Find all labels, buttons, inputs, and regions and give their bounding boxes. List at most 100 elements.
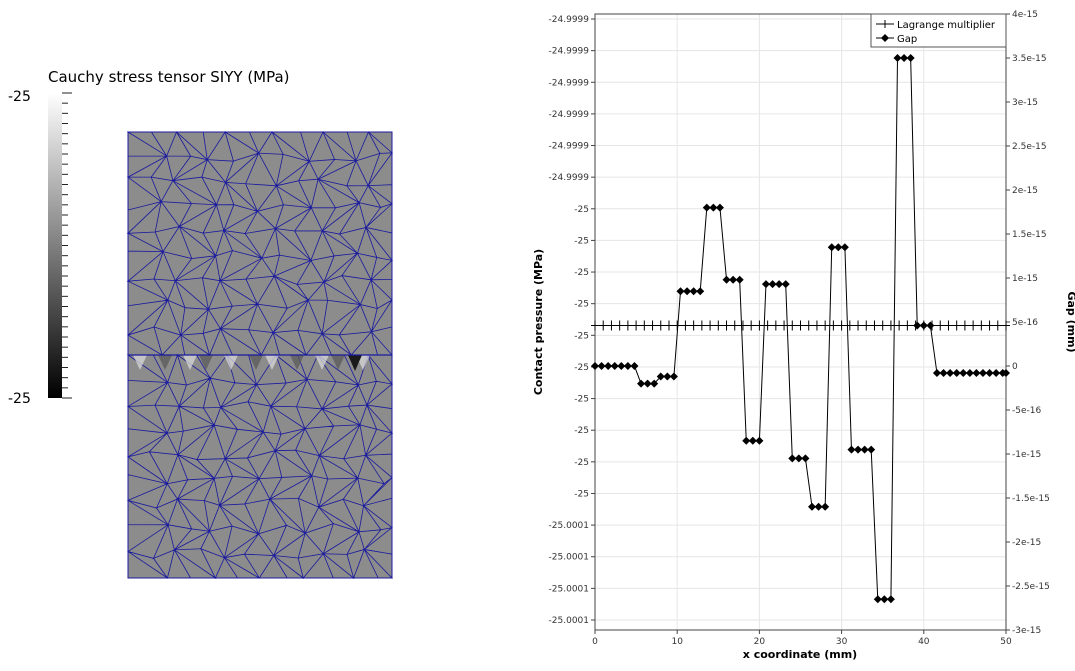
x-tick-label: 10 <box>671 637 683 647</box>
gap-point <box>978 369 987 378</box>
gap-point <box>932 369 941 378</box>
gap-point <box>768 280 777 289</box>
lagrange-point <box>829 320 838 331</box>
contact-chart: -24.9999 -24.9999 -24.9999 -24.9999 -24.9999… <box>530 0 1075 666</box>
lagrange-point <box>714 320 723 331</box>
lagrange-point <box>862 320 871 331</box>
left-tick-label: -25 <box>574 205 589 215</box>
right-tick-label: 4e-15 <box>1012 10 1038 20</box>
gap-point <box>735 275 744 284</box>
lagrange-point <box>977 320 986 331</box>
lagrange-point <box>632 320 641 331</box>
right-axis-label: Gap (mm) <box>1065 291 1075 352</box>
left-tick-label: -24.9999 <box>549 142 590 152</box>
gap-point <box>926 321 935 330</box>
lagrange-point <box>730 320 739 331</box>
stress-hotspot <box>265 355 279 370</box>
x-tick-label: 0 <box>592 637 598 647</box>
gap-point <box>985 369 994 378</box>
stress-hotspot <box>224 355 238 370</box>
gap-point <box>801 454 810 463</box>
legend-gap-label: Gap <box>897 34 917 45</box>
left-tick-label: -25.0001 <box>549 584 589 594</box>
gap-point <box>814 502 823 511</box>
right-tick-label: -1e-15 <box>1012 450 1041 460</box>
stress-hotspot <box>290 355 304 370</box>
lagrange-point <box>788 320 797 331</box>
gap-point <box>591 362 599 370</box>
gap-point <box>669 372 678 381</box>
gap-point <box>781 280 790 289</box>
gap-point <box>860 445 869 454</box>
lagrange-point <box>837 320 846 331</box>
lagrange-point <box>812 320 821 331</box>
right-tick-label: 3.5e-15 <box>1012 54 1047 64</box>
chart-canvas: -24.9999 -24.9999 -24.9999 -24.9999 -24.9999… <box>532 10 1075 661</box>
gap-point <box>676 287 685 296</box>
stress-hotspot <box>183 355 197 370</box>
lagrange-point <box>615 320 624 331</box>
lagrange-point <box>591 320 599 331</box>
x-axis-ticks: 0 10 20 30 40 50 <box>592 630 1012 647</box>
gap-point <box>972 369 981 378</box>
lagrange-point <box>960 320 969 331</box>
colorbar <box>48 93 62 398</box>
gap-point <box>893 54 902 62</box>
gap-point <box>906 54 915 62</box>
colorbar-max-label: -25 <box>8 89 31 105</box>
lagrange-point <box>648 320 657 331</box>
lagrange-point <box>796 320 805 331</box>
gap-point <box>656 372 665 381</box>
lagrange-point <box>722 320 731 331</box>
gap-point <box>617 362 626 370</box>
gap-point <box>742 436 751 445</box>
gap-point <box>913 321 922 330</box>
lagrange-point <box>944 320 953 331</box>
lagrange-point <box>656 320 665 331</box>
gap-point <box>808 502 817 511</box>
lagrange-point <box>689 320 698 331</box>
gap-point <box>788 454 797 463</box>
gap-point <box>623 362 632 370</box>
legend: Lagrange multiplier Gap <box>870 13 1007 48</box>
lagrange-point <box>903 320 912 331</box>
gap-point <box>992 369 1001 378</box>
right-tick-label: -5e-16 <box>1012 406 1041 416</box>
x-tick-label: 40 <box>918 637 930 647</box>
stress-hotspot <box>315 355 329 370</box>
right-tick-label: -1.5e-15 <box>1012 494 1050 504</box>
gap-point <box>650 379 659 388</box>
gap-point <box>965 369 974 378</box>
colorbar-ticks <box>62 92 72 399</box>
lagrange-point <box>854 320 863 331</box>
lagrange-point <box>771 320 780 331</box>
x-tick-label: 50 <box>1000 637 1012 647</box>
lagrange-point <box>623 320 632 331</box>
gap-point <box>919 321 928 330</box>
lagrange-point <box>878 320 887 331</box>
gap-point <box>847 445 856 454</box>
gap-point <box>610 362 619 370</box>
gap-point <box>709 203 718 212</box>
right-tick-label: 5e-16 <box>1012 318 1038 328</box>
lagrange-point <box>936 320 945 331</box>
field-view: Cauchy stress tensor SIYY (MPa) -25 -25 <box>0 0 530 666</box>
x-tick-label: 30 <box>836 637 848 647</box>
left-axis-ticks: -24.9999 -24.9999 -24.9999 -24.9999 -24.9999… <box>549 15 595 626</box>
series-layer <box>591 54 1010 604</box>
right-tick-label: -3e-15 <box>1012 626 1041 636</box>
right-tick-label: 2e-15 <box>1012 186 1038 196</box>
gap-point <box>840 243 849 252</box>
lagrange-point <box>640 320 649 331</box>
gap-point <box>761 280 770 289</box>
stress-hotspot <box>331 355 345 370</box>
left-axis-label: Contact pressure (MPa) <box>532 249 545 395</box>
lagrange-point <box>681 320 690 331</box>
colorbar-min-label: -25 <box>8 391 31 407</box>
stress-hotspot <box>199 355 213 370</box>
gap-point <box>959 369 968 378</box>
gap-point <box>834 243 843 252</box>
gap-point <box>952 369 961 378</box>
gap-point <box>722 275 731 284</box>
mesh-border <box>127 131 393 579</box>
